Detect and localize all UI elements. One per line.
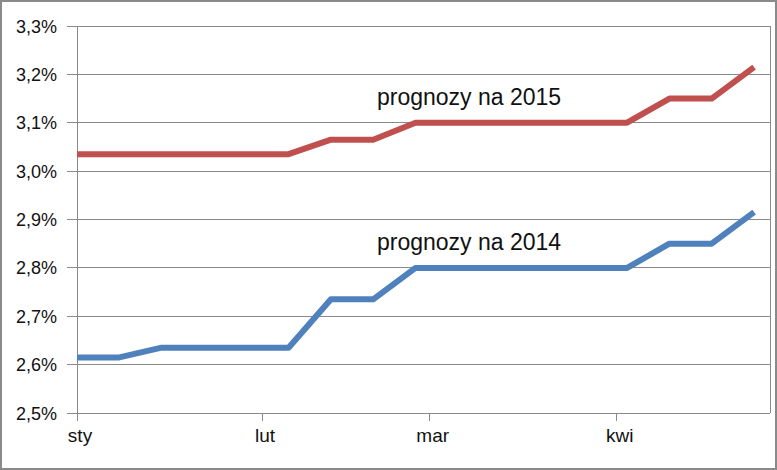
y-axis-tick-label: 3,2% (16, 65, 57, 85)
y-axis-tick-label: 2,6% (16, 355, 57, 375)
y-axis-tick-label: 3,1% (16, 113, 57, 133)
x-axis-tick-label: kwi (606, 425, 633, 446)
x-axis-tick-label: lut (255, 425, 276, 446)
y-axis-tick-label: 3,0% (16, 162, 57, 182)
x-axis-tick-label: mar (416, 425, 449, 446)
y-axis-tick-label: 2,9% (16, 210, 57, 230)
series-line-2015 (77, 67, 754, 154)
y-axis-tick-label: 3,3% (16, 17, 57, 37)
y-axis-tick-label: 2,7% (16, 307, 57, 327)
forecast-line-chart: 3,3% 3,2% 3,1% 3,0% 2,9% 2,8% 2,7% 2,6% 2,5% sty l… (0, 0, 777, 470)
y-axis-tick-label: 2,8% (16, 258, 57, 278)
x-axis-tick-label: sty (68, 425, 93, 446)
series-label-2015: prognozy na 2015 (377, 85, 561, 110)
series-label-2014: prognozy na 2014 (377, 230, 561, 255)
y-axis-tick-label: 2,5% (16, 404, 57, 424)
